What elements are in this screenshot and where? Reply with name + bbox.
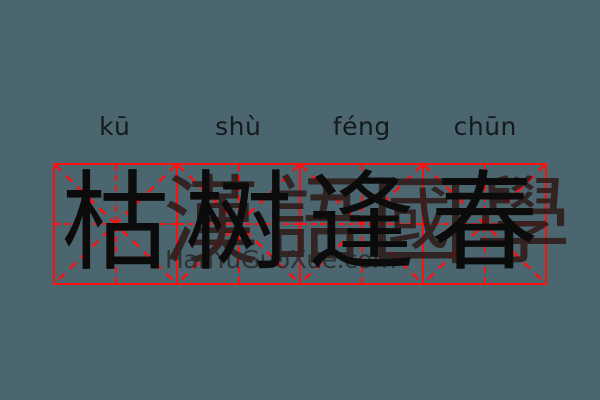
hanzi-character-4: 春 xyxy=(430,161,539,286)
pinyin-syllable-3: féng xyxy=(332,111,391,141)
pinyin-syllable-4: chūn xyxy=(453,111,517,141)
grid-cell-4: 春 xyxy=(424,165,545,283)
grid-cell-3: 逢 xyxy=(301,165,424,283)
grid-cell-1: 枯 xyxy=(55,165,178,283)
hanzi-character-3: 逢 xyxy=(307,161,416,286)
pinyin-syllable-1: kū xyxy=(99,111,131,141)
hanzi-character-1: 枯 xyxy=(61,161,170,286)
hanzi-character-2: 树 xyxy=(184,161,293,286)
pinyin-row: kū shù féng chūn xyxy=(53,103,547,149)
character-grid: 枯 树 逢 春 xyxy=(53,163,547,285)
grid-cell-2: 树 xyxy=(178,165,301,283)
pinyin-syllable-2: shù xyxy=(215,111,262,141)
